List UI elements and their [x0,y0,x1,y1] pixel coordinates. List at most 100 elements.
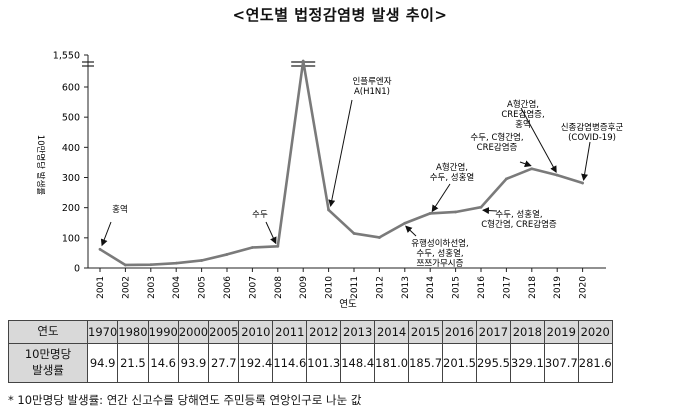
x-tick-label: 2008 [274,276,284,299]
annotation-arrow [405,225,417,237]
data-point [454,210,457,214]
rate-cell: 114.6 [272,343,308,383]
data-point [505,177,508,181]
annotation-label: 유행성이하선염, 수두, 성홍열, 쯔쯔가무시증 [411,238,468,269]
annotation-arrow [328,99,353,207]
data-point [352,232,356,235]
data-point [479,205,483,209]
rate-cell: 148.4 [340,343,376,383]
data-point [225,253,229,256]
rate-cell: 94.9 [86,343,119,383]
y-tick-label: 300 [62,173,80,184]
rate-cell: 281.6 [577,343,613,383]
x-tick-label: 2015 [452,276,462,299]
data-point [149,263,153,267]
x-tick-label: 2010 [325,276,335,299]
annotation-arrow [520,107,557,174]
y-tick-label: 600 [62,83,80,94]
annotation-label: 홍역 [112,204,128,215]
year-cell: 2013 [340,320,376,344]
year-cell: 2011 [272,320,308,344]
rate-cell: 201.5 [442,343,477,383]
year-cell: 2020 [577,320,613,344]
incidence-table: 연도 1970 1980 1990 2000 2005 2010 2011 2012 2013 2… [8,320,613,383]
y-tick-label: 400 [62,143,80,154]
line-chart: 0 100 200 300 400 500 600 1,550 10만명당 발생률 2001 200… [35,51,624,311]
annotation-label: 신종감염병증후군 (COVID-19) [561,122,624,143]
annotation-arrow [100,221,112,247]
year-cell: 2012 [306,320,342,344]
x-tick-label: 2017 [502,276,512,299]
table-row-years: 연도 1970 1980 1990 2000 2005 2010 2011 2012 2013 2… [8,320,613,344]
x-tick-label: 2005 [198,276,208,299]
x-axis-label: 연도 [339,299,357,310]
data-point [98,247,102,251]
annotation-label: 수두 [252,210,268,220]
data-point [124,263,127,267]
rate-cell: 181.0 [374,343,410,383]
x-tick-label: 2003 [147,276,157,299]
annotation-label: A형간염, 수두, 성홍열 [430,162,475,183]
rate-cell: 21.5 [117,343,149,383]
annotation-arrow [482,207,498,215]
year-cell: 2016 [442,320,477,344]
year-cell: 2005 [208,320,240,344]
y-tick-label: 200 [62,203,80,214]
x-tick-label: 2002 [121,276,131,299]
x-tick-label: 2004 [172,276,182,299]
year-header: 연도 [8,320,88,344]
rate-cell: 93.9 [177,343,210,383]
x-tick-label: 2007 [248,276,258,299]
year-cell: 2010 [238,320,274,344]
annotation-label: 수두, 성홍열, C형간염, CRE감염증 [481,209,557,230]
x-tick-label: 2009 [299,276,309,299]
data-point [327,208,330,212]
x-tick-label: 2013 [401,276,411,299]
data-point [403,221,407,225]
year-cell: 1970 [86,320,119,344]
rate-header: 10만명당 발생률 [8,343,88,383]
table-row-rates: 10만명당 발생률 94.9 21.5 14.6 93.9 27.7 192.4 114.6… [8,343,613,383]
footnote: * 10만명당 발생률: 연간 신고수를 당해연도 주민등록 연앙인구로 나눈 … [8,393,362,407]
annotation-label: A형간염, CRE감염증, 홍역 [501,99,544,130]
rate-cell: 14.6 [147,343,179,383]
y-axis-label: 10만명당 발생률 [35,135,46,196]
year-cell: 2015 [408,320,444,344]
annotation-arrow [431,183,451,213]
data-point [174,261,178,265]
rate-cell: 192.4 [238,343,274,383]
year-cell: 2000 [177,320,210,344]
y-tick-label: 0 [74,264,80,275]
data-point [301,59,305,63]
series-line [99,59,583,267]
x-tick-label: 2020 [579,276,589,299]
rate-cell: 307.7 [543,343,579,383]
data-point [530,167,534,171]
data-point [251,246,254,249]
year-cell: 2018 [509,320,545,344]
rate-cell: 295.5 [475,343,511,383]
rate-cell: 329.1 [509,343,545,383]
annotation-label: 인플루엔자 A(H1N1) [352,76,391,97]
x-tick-label: 2019 [553,276,563,299]
data-point [581,181,584,185]
y-tick-label: 500 [62,113,80,124]
year-cell: 2017 [475,320,511,344]
rate-cell: 101.3 [306,343,342,383]
rate-cell: 27.7 [208,343,240,383]
rate-cell: 185.7 [408,343,444,383]
data-point [276,244,280,248]
chart-title: <연도별 법정감염병 발생 추이> [232,6,448,24]
year-cell: 2014 [374,320,410,344]
data-point [555,173,559,177]
x-tick-label: 2001 [96,276,106,299]
year-cell: 1980 [117,320,149,344]
y-tick-label: 100 [62,233,80,244]
year-cell: 2019 [543,320,579,344]
annotation-arrow [265,221,277,245]
data-point [428,211,432,215]
data-point [200,259,204,262]
x-tick-label: 2012 [375,276,385,299]
x-tick-label: 2006 [223,276,233,299]
annotation-arrow [519,160,532,168]
